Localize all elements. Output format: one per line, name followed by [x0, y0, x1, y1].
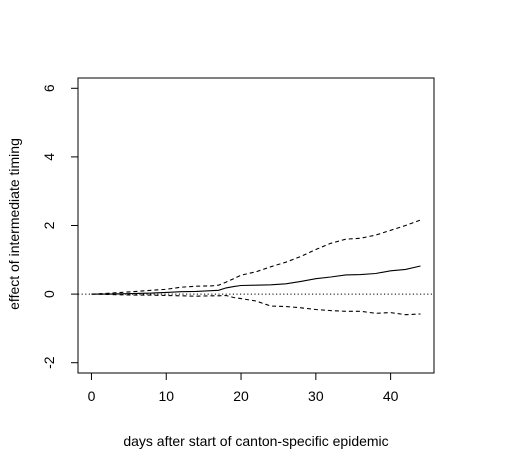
- y-tick-label: -2: [41, 356, 57, 369]
- x-tick-label: 20: [233, 388, 249, 404]
- y-axis-title: effect of intermediate timing: [6, 138, 22, 310]
- upper-bound-line: [91, 219, 421, 295]
- plot-area: [77, 77, 435, 374]
- y-tick-label: 4: [41, 153, 57, 161]
- x-tick-label: 30: [308, 388, 324, 404]
- y-axis: -2 0 2 4 6: [41, 84, 78, 369]
- estimate-line: [91, 265, 421, 295]
- x-axis-title: days after start of canton-specific epid…: [123, 433, 388, 449]
- x-tick-label: 40: [383, 388, 399, 404]
- plot-frame: [77, 77, 435, 374]
- lower-bound-line: [91, 293, 421, 316]
- x-tick-label: 0: [88, 388, 96, 404]
- x-tick-label: 10: [158, 388, 174, 404]
- y-tick-label: 2: [41, 221, 57, 229]
- x-axis: 0 10 20 30 40: [88, 373, 399, 404]
- y-tick-label: 0: [41, 290, 57, 298]
- y-tick-label: 6: [41, 84, 57, 92]
